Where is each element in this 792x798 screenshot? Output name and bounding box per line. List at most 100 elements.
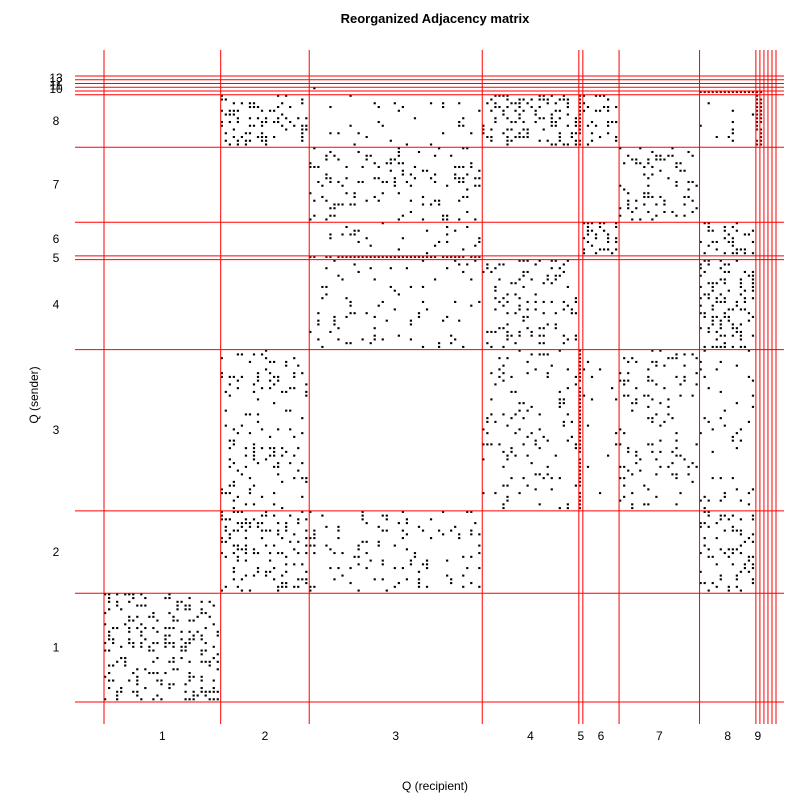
adjacency-cell — [751, 274, 755, 277]
adjacency-cell — [458, 263, 461, 266]
adjacency-cell — [104, 623, 107, 626]
adjacency-cell — [687, 465, 690, 468]
adjacency-cell — [534, 113, 537, 116]
adjacency-cell — [421, 203, 425, 206]
adjacency-cell — [683, 169, 686, 172]
adjacency-cell — [458, 199, 461, 202]
adjacency-cell — [136, 683, 139, 686]
adjacency-cell — [397, 109, 400, 112]
adjacency-cell — [731, 109, 734, 112]
adjacency-cell — [490, 270, 493, 273]
adjacency-cell — [550, 143, 553, 146]
adjacency-cell — [715, 368, 718, 371]
adjacency-cell — [373, 162, 376, 165]
adjacency-cell — [663, 420, 666, 423]
adjacency-cell — [124, 660, 127, 663]
adjacency-cell — [285, 570, 288, 573]
adjacency-cell — [433, 244, 437, 247]
adjacency-cell — [264, 570, 268, 573]
adjacency-cell — [458, 537, 461, 540]
adjacency-cell — [683, 353, 686, 356]
adjacency-cell — [611, 120, 614, 124]
adjacency-cell — [578, 372, 582, 375]
adjacency-cell — [329, 177, 332, 180]
adjacency-cell — [578, 394, 582, 397]
adjacency-cell — [615, 432, 618, 435]
adjacency-cell — [377, 105, 380, 109]
adjacency-cell — [317, 323, 320, 326]
adjacency-cell — [506, 143, 509, 146]
adjacency-cell — [578, 469, 582, 472]
adjacency-cell — [305, 518, 308, 521]
adjacency-cell — [534, 439, 537, 442]
adjacency-cell — [627, 372, 630, 375]
adjacency-cell — [116, 698, 119, 701]
adjacency-cell — [659, 195, 662, 199]
adjacency-cell — [313, 552, 316, 555]
adjacency-cell — [707, 330, 710, 333]
adjacency-cell — [421, 300, 425, 303]
adjacency-cell — [739, 323, 742, 326]
adjacency-cell — [309, 585, 312, 588]
adjacency-cell — [281, 124, 284, 127]
adjacency-cell — [651, 150, 654, 154]
adjacency-cell — [409, 559, 413, 562]
adjacency-cell — [244, 503, 248, 506]
adjacency-cell — [647, 368, 650, 371]
adjacency-cell — [172, 619, 175, 622]
adjacency-cell — [566, 338, 569, 341]
adjacency-cell — [277, 105, 280, 109]
adjacency-cell — [297, 447, 300, 450]
adjacency-cell — [108, 638, 111, 641]
adjacency-cell — [401, 169, 404, 172]
adjacency-cell — [353, 312, 356, 315]
adjacency-cell — [502, 507, 505, 510]
adjacency-cell — [216, 634, 219, 637]
adjacency-cell — [731, 240, 734, 243]
adjacency-cell — [759, 117, 763, 120]
adjacency-cell — [635, 462, 638, 465]
adjacency-cell — [578, 94, 582, 97]
adjacency-cell — [349, 304, 352, 307]
adjacency-cell — [329, 567, 332, 570]
adjacency-cell — [719, 345, 722, 348]
adjacency-cell — [132, 645, 135, 648]
adjacency-cell — [590, 244, 594, 247]
adjacency-cell — [184, 645, 187, 648]
adjacency-cell — [723, 529, 726, 532]
adjacency-cell — [598, 109, 602, 112]
adjacency-cell — [578, 398, 582, 401]
adjacency-cell — [683, 203, 686, 206]
adjacency-cell — [277, 465, 280, 468]
adjacency-cell — [510, 128, 513, 131]
adjacency-cell — [755, 109, 759, 112]
adjacency-cell — [751, 514, 755, 517]
adjacency-cell — [236, 469, 239, 472]
adjacency-cell — [751, 315, 755, 318]
adjacency-cell — [244, 559, 248, 562]
adjacency-cell — [425, 563, 429, 566]
adjacency-cell — [558, 135, 561, 139]
adjacency-cell — [627, 450, 630, 453]
adjacency-cell — [490, 443, 493, 446]
adjacency-cell — [252, 450, 256, 453]
adjacency-cell — [578, 139, 582, 142]
adjacency-cell — [627, 447, 630, 450]
adjacency-cell — [518, 402, 521, 405]
adjacency-cell — [136, 615, 139, 618]
adjacency-cell — [425, 559, 429, 562]
adjacency-cell — [425, 585, 429, 588]
adjacency-cell — [506, 94, 509, 97]
adjacency-cell — [180, 630, 183, 633]
adjacency-cell — [594, 94, 598, 97]
adjacency-cell — [699, 327, 702, 330]
adjacency-cell — [421, 169, 425, 172]
adjacency-cell — [635, 398, 638, 401]
adjacency-cell — [502, 450, 505, 453]
adjacency-cell — [164, 638, 167, 641]
adjacency-cell — [759, 120, 763, 124]
adjacency-cell — [639, 458, 642, 461]
adjacency-cell — [719, 390, 722, 393]
adjacency-cell — [542, 435, 545, 438]
adjacency-cell — [735, 364, 738, 367]
